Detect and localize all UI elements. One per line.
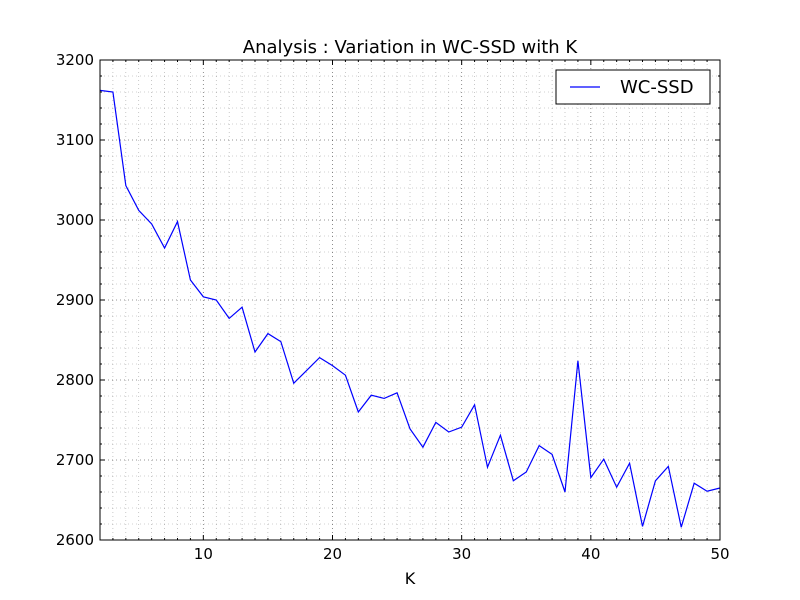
x-tick-label: 50 [710, 545, 729, 563]
chart-title: Analysis : Variation in WC-SSD with K [243, 37, 579, 58]
x-axis-label: K [405, 569, 416, 588]
tick-labels: 10 20 30 40 50 2600 2700 2800 2900 3000 3100 3200 [56, 51, 730, 563]
y-tick-label: 3100 [56, 131, 94, 149]
series-layer [99, 89, 721, 528]
legend-box [555, 69, 711, 105]
y-tick-label: 2600 [56, 531, 94, 549]
legend: WC-SSD [555, 69, 711, 105]
series-line-wc-ssd [99, 89, 721, 528]
y-tick-label: 2700 [56, 451, 94, 469]
y-tick-label: 2800 [56, 371, 94, 389]
y-tick-label: 2900 [56, 291, 94, 309]
axis-ticks [99, 59, 721, 541]
x-tick-label: 30 [452, 545, 471, 563]
y-tick-label: 3200 [56, 51, 94, 69]
x-tick-label: 20 [323, 545, 342, 563]
y-tick-label: 3000 [56, 211, 94, 229]
legend-label-wc-ssd: WC-SSD [620, 77, 694, 98]
x-tick-label: 10 [194, 545, 213, 563]
grid-lines [99, 59, 721, 541]
x-tick-label: 40 [581, 545, 600, 563]
